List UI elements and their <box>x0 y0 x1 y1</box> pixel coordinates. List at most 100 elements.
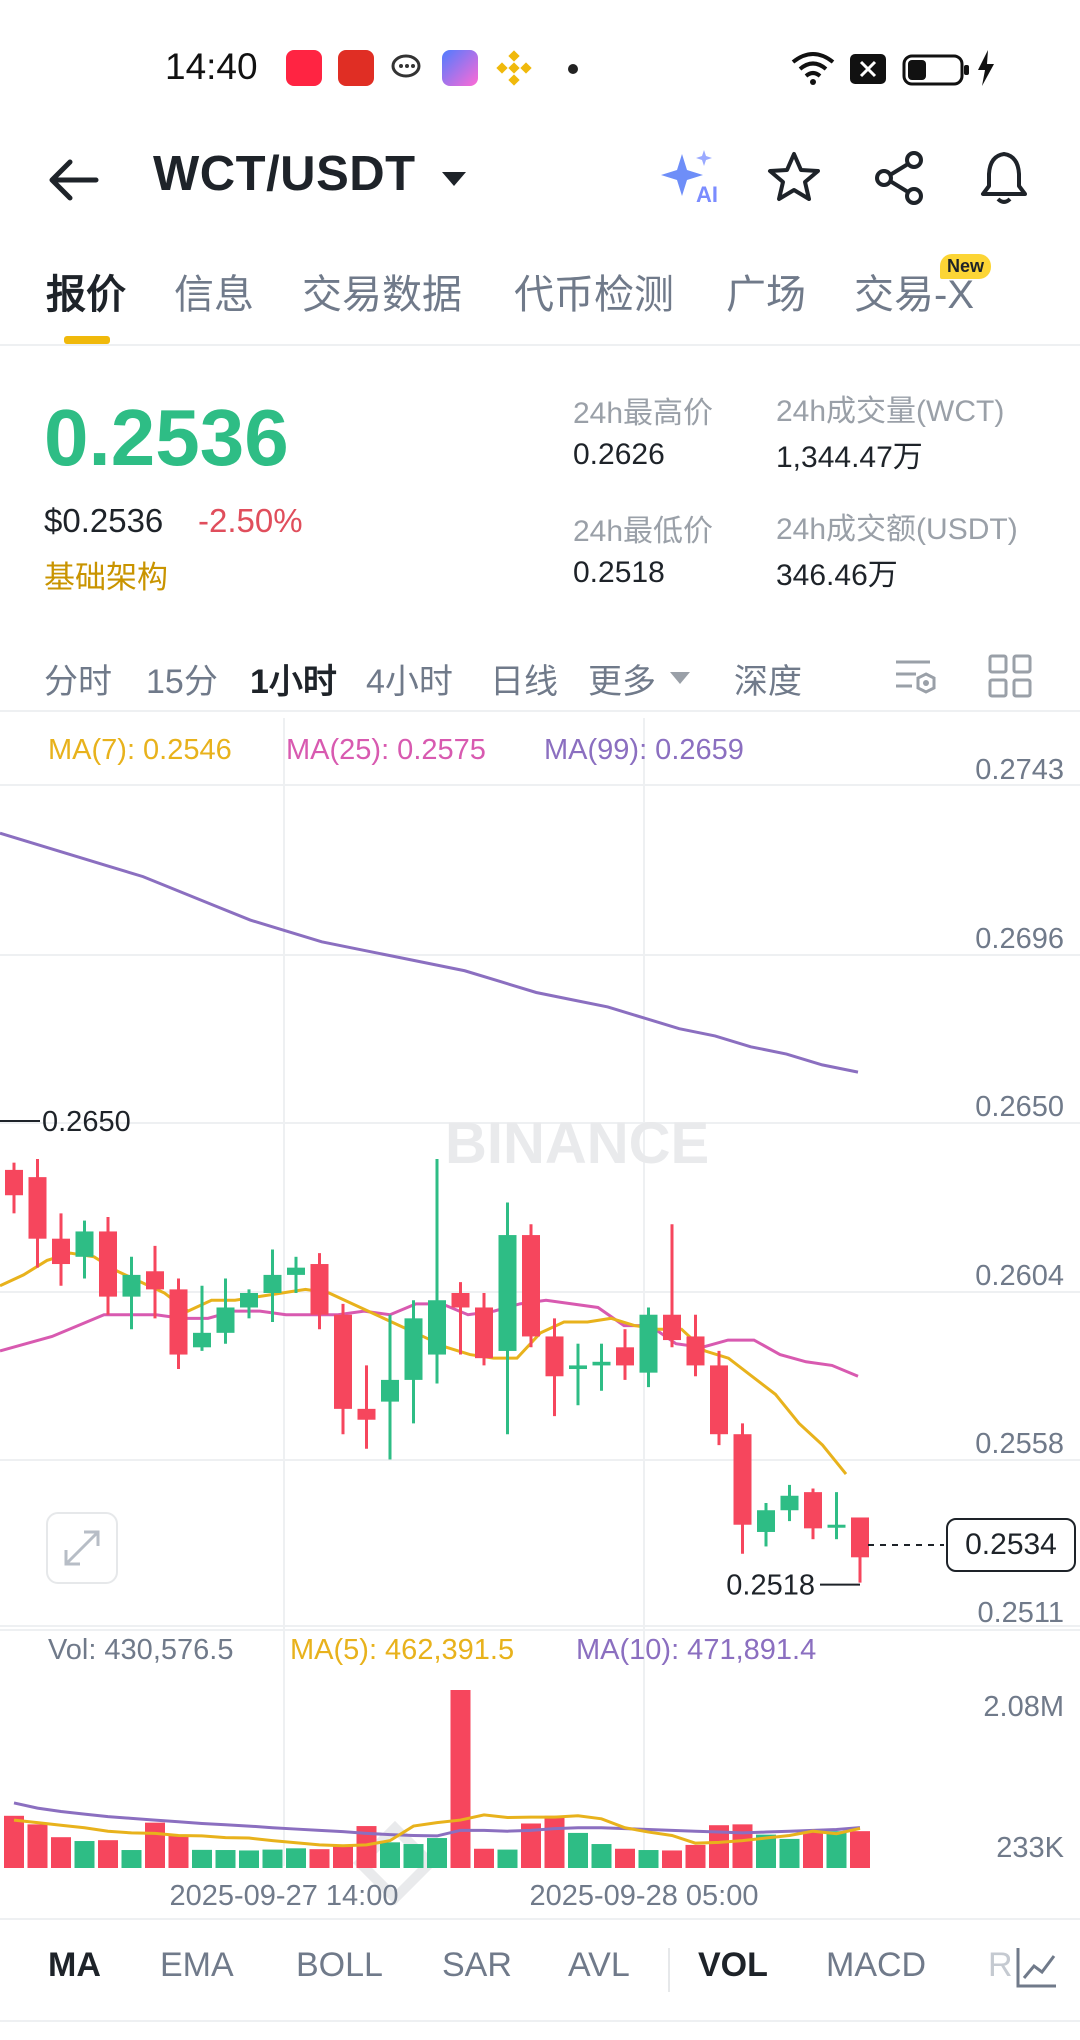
volume-axis-label: 233K <box>996 1832 1064 1864</box>
tab-trade-x[interactable]: 交易-X <box>854 273 974 317</box>
volume-axis-label: 2.08M <box>983 1691 1064 1723</box>
share-icon[interactable] <box>870 148 930 208</box>
indicator-ema[interactable]: EMA <box>160 1946 234 1984</box>
expand-icon[interactable] <box>46 1512 118 1584</box>
candle-body <box>381 1379 399 1402</box>
tab-trading-data[interactable]: 交易数据 <box>302 273 462 317</box>
volume-bar <box>239 1850 259 1868</box>
volume-bar <box>403 1844 424 1868</box>
usd-price: $0.2536 <box>44 502 164 539</box>
chevron-down-icon[interactable] <box>668 670 692 691</box>
interval-bar: 分时 15分 1小时 4小时 日线 更多 深度 <box>0 640 1080 712</box>
candle-body <box>475 1307 493 1359</box>
interval-more[interactable]: 更多 <box>588 663 656 701</box>
low-value: 0.2518 <box>573 556 665 589</box>
vol-legend: Vol: 430,576.5 <box>48 1634 234 1666</box>
indicator-divider <box>668 1948 670 1992</box>
ai-label: AI <box>696 182 718 207</box>
status-bar: 14:40 <box>0 0 1080 130</box>
star-icon[interactable] <box>764 148 824 208</box>
pair-title[interactable]: WCT/USDT <box>153 147 416 201</box>
interval-4h[interactable]: 4小时 <box>366 663 453 701</box>
indicator-sar[interactable]: SAR <box>442 1946 512 1984</box>
back-arrow-icon[interactable] <box>44 152 104 208</box>
new-badge: New <box>940 254 992 279</box>
current-price-tag[interactable]: 0.2534 <box>946 1518 1076 1572</box>
time-axis-label: 2025-09-27 14:00 <box>170 1880 399 1912</box>
volume-bar <box>709 1825 729 1868</box>
ma25-legend: MA(25): 0.2575 <box>286 734 486 766</box>
volume-bar <box>474 1848 494 1868</box>
volume-bar <box>544 1815 565 1868</box>
tab-quote[interactable]: 报价 <box>46 273 126 317</box>
volume-bar <box>521 1823 541 1868</box>
chevron-down-icon[interactable] <box>440 170 468 193</box>
candle-body <box>451 1293 470 1308</box>
price-change: -2.50% <box>198 502 303 539</box>
interval-1h[interactable]: 1小时 <box>250 663 337 701</box>
interval-depth[interactable]: 深度 <box>734 663 802 701</box>
indicator-settings-icon[interactable] <box>1012 1942 1062 1997</box>
volume-bar <box>4 1815 24 1868</box>
app-icon <box>442 50 478 86</box>
high-value: 0.2626 <box>573 438 665 471</box>
candle-body <box>827 1524 846 1528</box>
battery-icon <box>902 54 972 91</box>
candle-body <box>522 1235 540 1337</box>
header: WCT/USDT AI <box>0 130 1080 226</box>
indicator-r[interactable]: R <box>988 1946 1013 1984</box>
volume-bar <box>192 1849 212 1868</box>
candle-body <box>428 1300 446 1355</box>
turnover-value: 346.46万 <box>776 559 898 592</box>
volume-value: 1,344.47万 <box>776 441 923 474</box>
interval-daily[interactable]: 日线 <box>490 663 558 701</box>
chart-settings-icon[interactable] <box>892 652 940 705</box>
bell-icon[interactable] <box>974 148 1034 208</box>
indicator-boll[interactable]: BOLL <box>296 1946 383 1984</box>
candle-body <box>240 1293 258 1308</box>
indicator-ma[interactable]: MA <box>48 1946 101 1984</box>
chart-canvas[interactable]: BINANCE 0.2743 0.2696 0.2650 0.2604 0.2558 0.… <box>0 718 1080 1918</box>
volume-bar <box>826 1831 847 1868</box>
last-price: 0.2536 <box>44 393 289 482</box>
wifi-icon <box>790 50 836 91</box>
grid-layout-icon[interactable] <box>986 652 1034 705</box>
high-marker-label: 0.2650 <box>42 1106 131 1138</box>
tab-info[interactable]: 信息 <box>174 273 254 317</box>
watermark-text: BINANCE <box>445 1111 709 1176</box>
candle-body <box>357 1408 376 1420</box>
ma7-line <box>0 1251 848 1475</box>
binance-icon <box>496 50 532 86</box>
interval-15m[interactable]: 15分 <box>146 663 218 701</box>
ai-sparkle-icon[interactable]: AI <box>660 148 720 208</box>
volume-bar <box>333 1845 353 1868</box>
high-label: 24h最高价 <box>573 397 714 430</box>
tab-token-check[interactable]: 代币检测 <box>514 273 674 317</box>
turnover-label: 24h成交额(USDT) <box>776 513 1018 546</box>
candle-body <box>639 1314 658 1373</box>
candle-body <box>169 1289 188 1355</box>
candle-body <box>216 1307 235 1333</box>
candle-body <box>334 1314 352 1409</box>
vol-ma5-legend: MA(5): 462,391.5 <box>290 1634 515 1666</box>
low-label: 24h最低价 <box>573 515 714 548</box>
ma7-legend: MA(7): 0.2546 <box>48 734 232 766</box>
indicator-macd[interactable]: MACD <box>826 1946 927 1984</box>
interval-time-share[interactable]: 分时 <box>44 663 112 701</box>
xiaohongshu-icon <box>286 50 322 86</box>
candle-body <box>52 1238 70 1265</box>
candle-body <box>686 1336 705 1366</box>
status-time: 14:40 <box>165 46 258 87</box>
indicator-avl[interactable]: AVL <box>568 1946 630 1984</box>
kline-chart[interactable]: BINANCE 0.2743 0.2696 0.2650 0.2604 0.2558 0.… <box>0 718 1080 1918</box>
pinduoduo-icon <box>338 50 374 86</box>
volume-bar <box>215 1850 236 1868</box>
volume-bar <box>850 1831 870 1868</box>
candle-body <box>146 1271 164 1290</box>
sim-blocked-icon <box>850 54 886 89</box>
tab-square[interactable]: 广场 <box>726 273 806 317</box>
candle-body <box>804 1492 822 1529</box>
volume-bar <box>145 1822 165 1868</box>
category-tag[interactable]: 基础架构 <box>44 560 168 595</box>
indicator-vol[interactable]: VOL <box>698 1946 768 1984</box>
